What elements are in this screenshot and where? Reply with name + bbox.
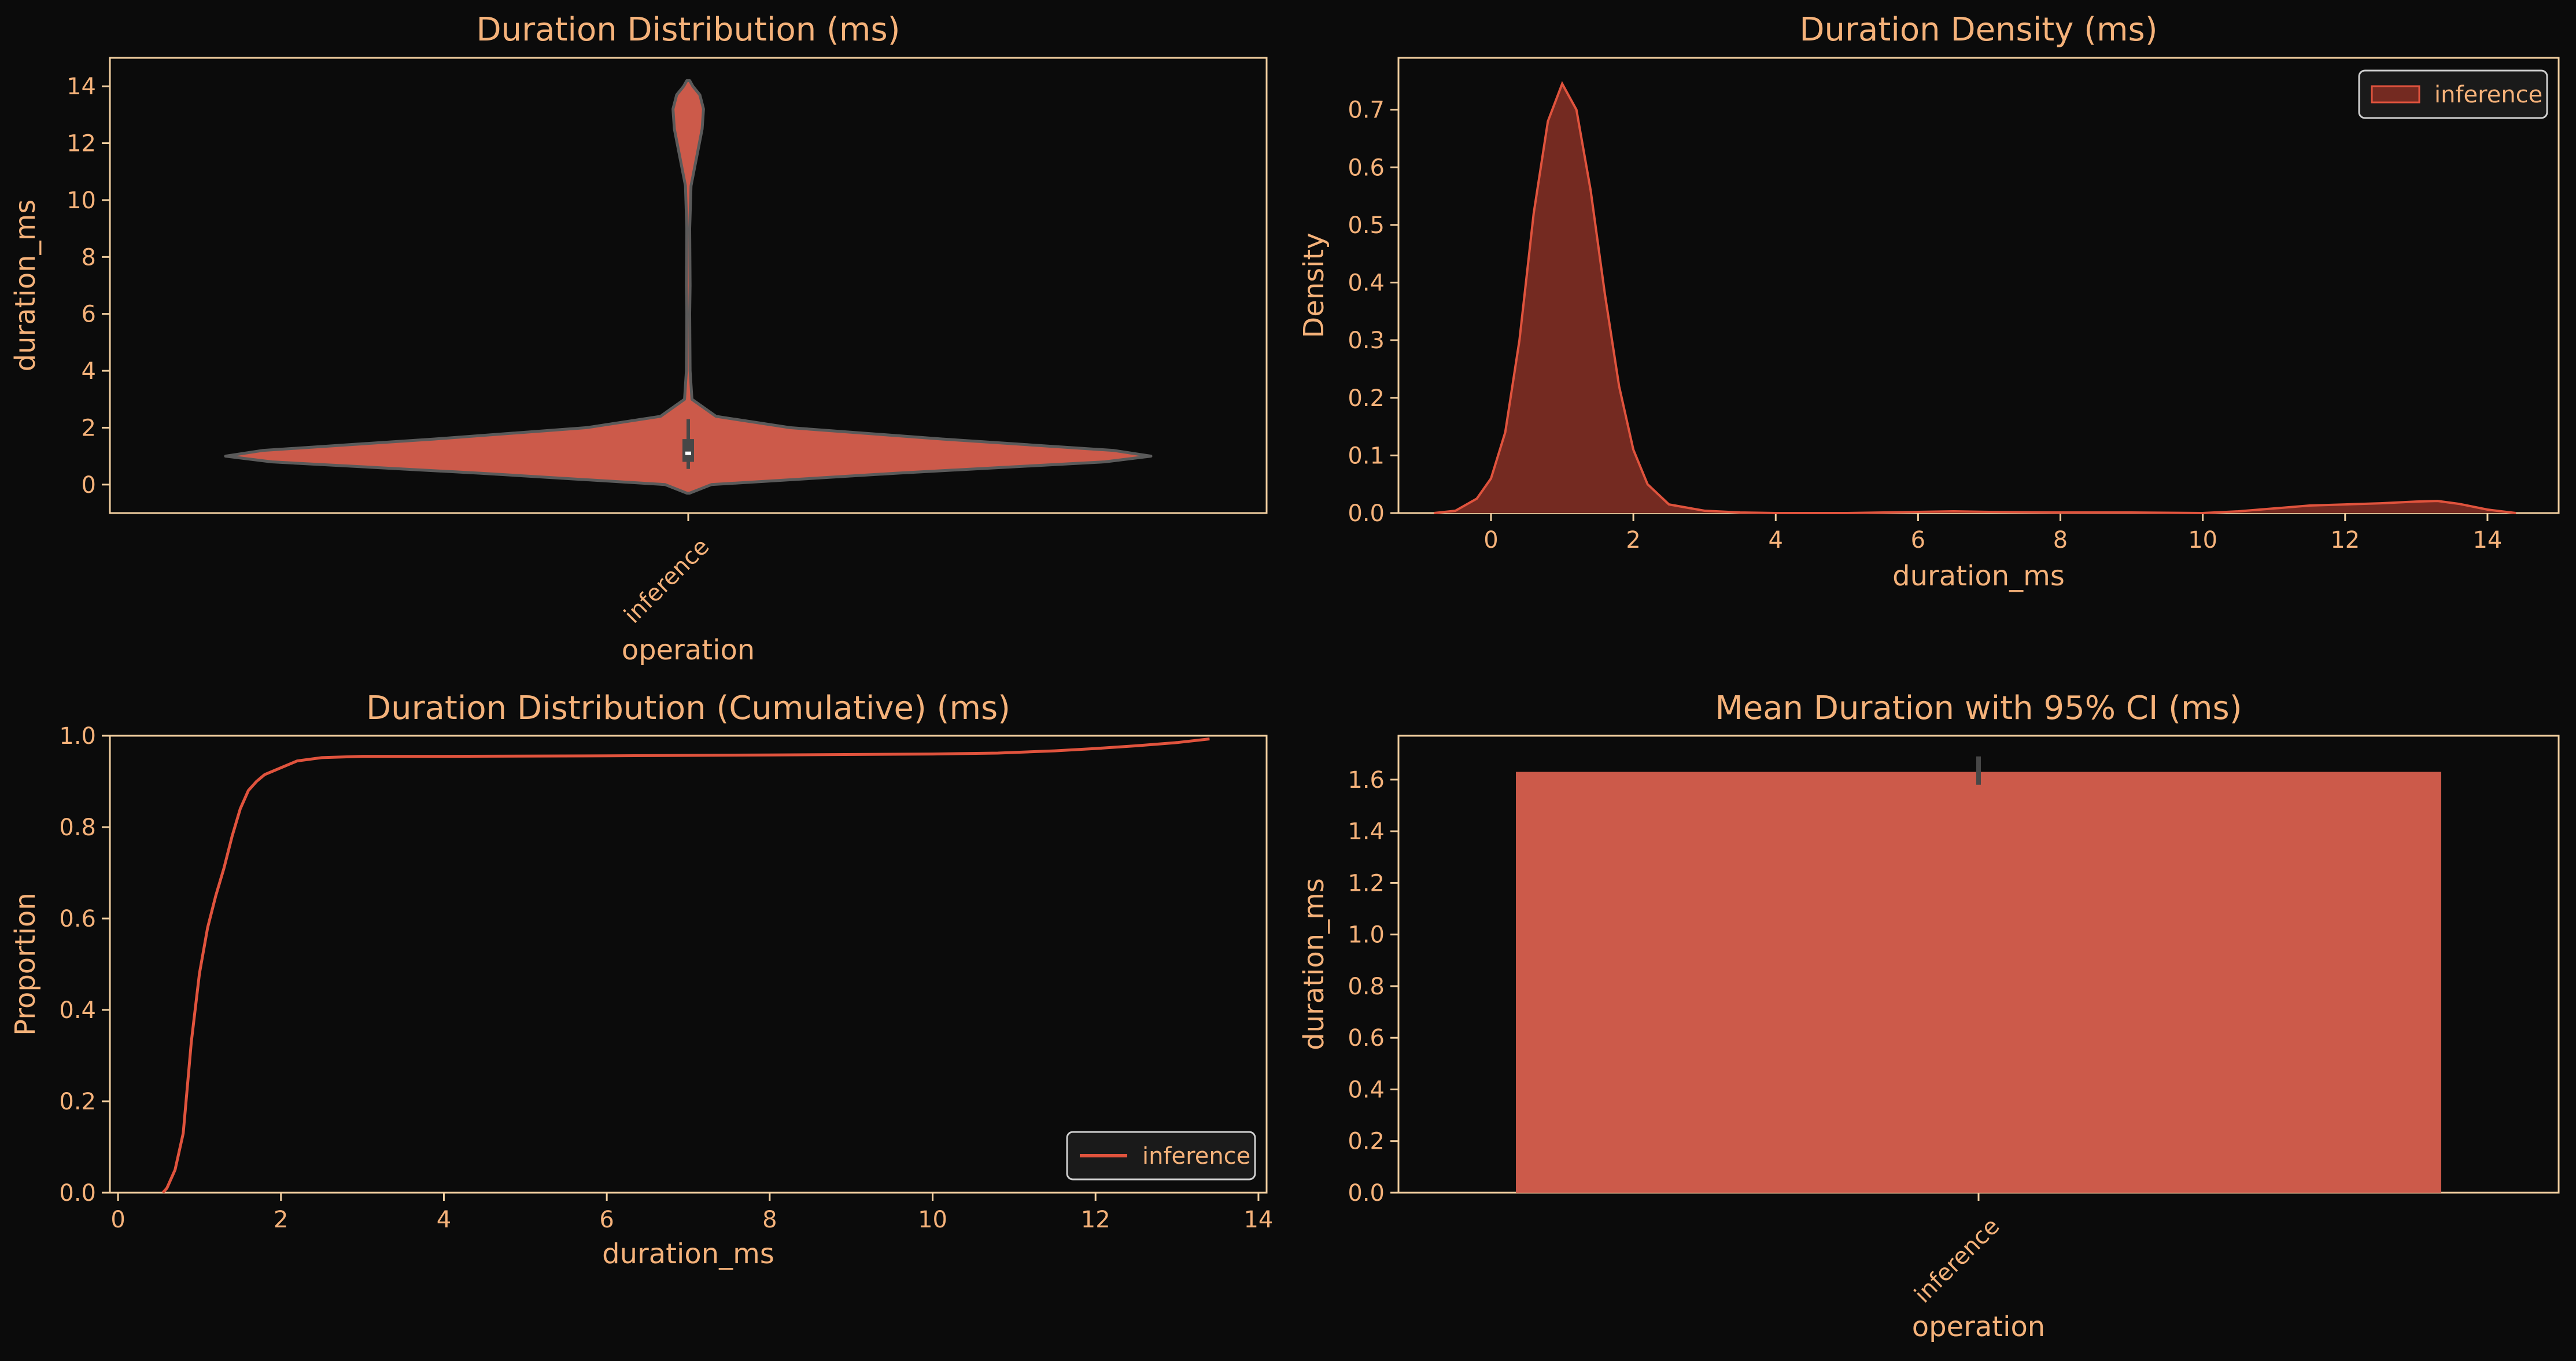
panel-bar: Mean Duration with 95% CI (ms) operation d… — [1298, 689, 2560, 1343]
x-tick-label: 6 — [599, 1207, 614, 1233]
y-tick-label: 0.4 — [59, 997, 96, 1024]
y-tick-label: 6 — [82, 301, 96, 328]
legend-frame — [1066, 1131, 1256, 1181]
y-tick-label: 0.2 — [59, 1089, 96, 1115]
x-axis-label: operation — [622, 634, 755, 666]
panel-kde: Duration Density (ms) duration_ms Density 0… — [1298, 11, 2560, 592]
y-tick-label: 12 — [67, 131, 96, 157]
y-tick-label: 1.0 — [1348, 922, 1385, 949]
panel-violin: Duration Distribution (ms) operation durat… — [9, 11, 1268, 666]
x-tick-label: 4 — [437, 1207, 451, 1233]
x-axis-label: duration_ms — [1892, 560, 2065, 592]
y-tick-label: 8 — [82, 244, 96, 271]
y-axis-label: duration_ms — [1298, 878, 1330, 1050]
x-tick-label: 8 — [2053, 527, 2068, 554]
y-axis-label: Density — [1298, 233, 1330, 338]
y-tick-label: 10 — [67, 187, 96, 214]
y-tick-label: 0.0 — [1348, 500, 1385, 527]
y-tick-label: 1.6 — [1348, 767, 1385, 794]
y-tick-label: 0.6 — [1348, 154, 1385, 181]
y-tick-label: 2 — [82, 415, 96, 441]
y-tick-label: 0.5 — [1348, 212, 1385, 239]
legend-swatch — [2371, 85, 2420, 104]
y-tick-label: 4 — [82, 358, 96, 385]
chart-title: Duration Distribution (Cumulative) (ms) — [366, 689, 1010, 727]
legend-label: inference — [2434, 82, 2542, 108]
x-axis-label: duration_ms — [602, 1238, 774, 1270]
y-axis-label: Proportion — [9, 892, 42, 1036]
y-tick-label: 0.1 — [1348, 442, 1385, 469]
series-line-inference — [161, 737, 1210, 1194]
x-tick-label: 12 — [2330, 527, 2360, 554]
violin-body — [224, 79, 1153, 495]
legend-frame — [2358, 69, 2548, 119]
legend: inference — [2358, 69, 2548, 119]
x-tick-label: 10 — [918, 1207, 947, 1233]
y-tick-label: 0.3 — [1348, 327, 1385, 354]
x-tick-label: 14 — [1243, 1207, 1273, 1233]
y-tick-label: 0.8 — [1348, 973, 1385, 1000]
chart-title: Duration Density (ms) — [1799, 11, 2157, 49]
y-tick-label: 0.4 — [1348, 1076, 1385, 1103]
y-tick-label: 0.0 — [1348, 1180, 1385, 1207]
y-tick-label: 0.6 — [1348, 1025, 1385, 1052]
x-tick-label: 0 — [110, 1207, 125, 1233]
x-tick-label: 0 — [1483, 527, 1498, 554]
legend-label: inference — [1142, 1143, 1250, 1170]
box-median — [685, 451, 691, 455]
y-tick-label: 0.6 — [59, 906, 96, 932]
y-tick-label: 0.2 — [1348, 1128, 1385, 1155]
y-tick-label: 1.2 — [1348, 870, 1385, 897]
x-axis-label: operation — [1912, 1311, 2045, 1343]
series-line-inference — [1434, 81, 2516, 515]
x-tick-label: 4 — [1769, 527, 1783, 554]
y-tick-label: 0.2 — [1348, 385, 1385, 412]
x-tick-label: 10 — [2188, 527, 2217, 554]
y-tick-label: 0.0 — [59, 1180, 96, 1207]
x-tick-label: 6 — [1911, 527, 1925, 554]
panel-ecdf: Duration Distribution (Cumulative) (ms) d… — [9, 689, 1273, 1270]
x-tick-label: 2 — [1626, 527, 1640, 554]
series-area-inference — [1434, 83, 2516, 514]
plot-frame — [109, 735, 1268, 1194]
y-axis-label: duration_ms — [9, 200, 42, 372]
y-tick-label: 0 — [82, 472, 96, 499]
chart-title: Mean Duration with 95% CI (ms) — [1715, 689, 2242, 727]
x-tick-label: 8 — [762, 1207, 777, 1233]
y-tick-label: 0.4 — [1348, 270, 1385, 297]
y-tick-label: 1.0 — [59, 723, 96, 750]
y-tick-label: 0.7 — [1348, 97, 1385, 124]
legend: inference — [1066, 1131, 1256, 1181]
x-tick-label: 14 — [2472, 527, 2502, 554]
y-tick-label: 14 — [67, 73, 96, 100]
bar-inference — [1516, 772, 2441, 1193]
box-iqr — [682, 439, 694, 462]
y-tick-label: 1.4 — [1348, 818, 1385, 845]
x-tick-label: 12 — [1081, 1207, 1110, 1233]
y-tick-label: 0.8 — [59, 814, 96, 841]
chart-title: Duration Distribution (ms) — [477, 11, 901, 49]
x-tick-label: 2 — [274, 1207, 288, 1233]
